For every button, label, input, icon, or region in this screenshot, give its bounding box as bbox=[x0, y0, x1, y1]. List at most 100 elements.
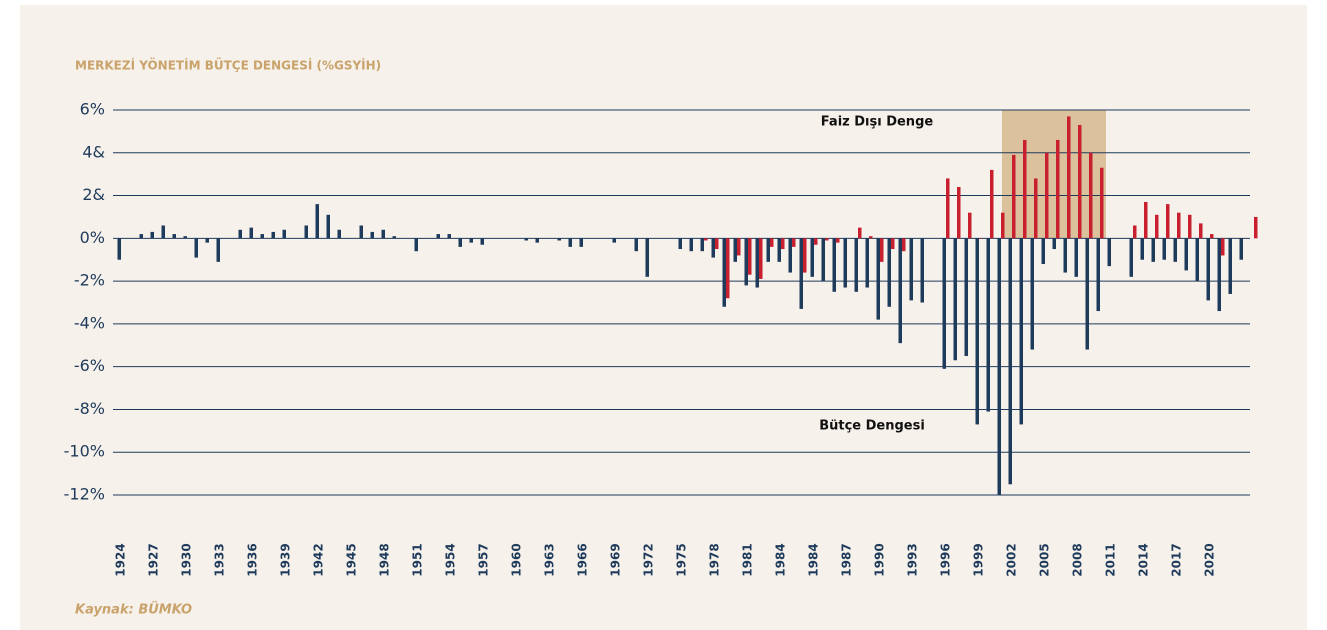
bar bbox=[1089, 152, 1093, 239]
bar bbox=[843, 238, 847, 288]
bar bbox=[1188, 214, 1192, 239]
x-tick-label: 1945 bbox=[345, 543, 359, 576]
bar bbox=[869, 236, 873, 239]
x-tick-label: 1948 bbox=[378, 543, 392, 576]
bar bbox=[1041, 238, 1045, 264]
bar bbox=[887, 238, 891, 307]
bar bbox=[722, 238, 726, 307]
bar bbox=[1001, 212, 1005, 239]
bar bbox=[282, 229, 286, 239]
x-tick-label: 2017 bbox=[1170, 543, 1184, 576]
bar bbox=[194, 238, 198, 258]
bar bbox=[1210, 234, 1214, 239]
bar bbox=[414, 238, 418, 252]
bar bbox=[799, 238, 803, 309]
bar bbox=[858, 227, 862, 239]
bar bbox=[535, 238, 539, 243]
bar bbox=[744, 238, 748, 286]
x-tick-label: 1960 bbox=[510, 543, 524, 576]
bar bbox=[726, 238, 730, 299]
bar bbox=[755, 238, 759, 288]
bar bbox=[957, 187, 961, 239]
bar bbox=[1184, 238, 1188, 271]
bar bbox=[920, 238, 924, 303]
bar bbox=[737, 238, 741, 256]
bar bbox=[711, 238, 715, 258]
bar bbox=[260, 234, 264, 239]
bar bbox=[216, 238, 220, 262]
chart-title: MERKEZİ YÖNETİM BÜTÇE DENGESİ (%GSYİH) bbox=[75, 58, 381, 73]
x-tick-label: 1936 bbox=[246, 543, 260, 576]
bar bbox=[1173, 238, 1177, 262]
bar bbox=[1155, 214, 1159, 239]
bar bbox=[1151, 238, 1155, 262]
bar bbox=[975, 238, 979, 425]
bar bbox=[1133, 225, 1137, 239]
x-tick-label: 1972 bbox=[642, 543, 656, 576]
bar bbox=[183, 236, 187, 239]
bar bbox=[1228, 238, 1232, 294]
bar bbox=[634, 238, 638, 252]
bar bbox=[770, 238, 774, 247]
bar bbox=[986, 238, 990, 412]
bar bbox=[1052, 238, 1056, 250]
bar bbox=[1096, 238, 1100, 312]
bar bbox=[704, 238, 708, 241]
x-tick-label: 1966 bbox=[576, 543, 590, 576]
bar bbox=[1074, 238, 1078, 277]
y-tick-label: -10% bbox=[64, 442, 105, 461]
bar bbox=[814, 238, 818, 245]
bar bbox=[447, 234, 451, 239]
x-tick-label: 1987 bbox=[840, 543, 854, 576]
bar bbox=[172, 234, 176, 239]
bar bbox=[1012, 154, 1016, 239]
bar bbox=[832, 238, 836, 292]
bar bbox=[326, 214, 330, 239]
y-tick-label: 0% bbox=[80, 228, 105, 247]
x-tick-label: 1984 bbox=[807, 543, 821, 576]
bar bbox=[315, 204, 319, 239]
x-tick-label: 2002 bbox=[1005, 543, 1019, 576]
bar bbox=[766, 238, 770, 262]
bar bbox=[1008, 238, 1012, 485]
bar bbox=[249, 227, 253, 239]
x-tick-label: 1933 bbox=[213, 543, 227, 576]
x-tick-label: 1951 bbox=[411, 543, 425, 576]
bar bbox=[880, 238, 884, 262]
bar bbox=[865, 238, 869, 288]
bar bbox=[139, 234, 143, 239]
bar bbox=[1206, 238, 1210, 301]
x-tick-label: 2005 bbox=[1038, 543, 1052, 576]
bar bbox=[1254, 216, 1258, 239]
bar bbox=[1199, 223, 1203, 239]
bar bbox=[1195, 238, 1199, 282]
bar bbox=[238, 229, 242, 239]
x-tick-label: 2014 bbox=[1137, 543, 1151, 576]
y-tick-label: -2% bbox=[74, 271, 105, 290]
bar bbox=[898, 238, 902, 344]
bar bbox=[902, 238, 906, 252]
bar bbox=[1063, 238, 1067, 273]
bar bbox=[942, 238, 946, 369]
bar bbox=[568, 238, 572, 247]
bar bbox=[1217, 238, 1221, 312]
bar bbox=[825, 238, 829, 241]
bar bbox=[781, 238, 785, 250]
background bbox=[20, 5, 1307, 630]
bar bbox=[1067, 116, 1071, 239]
series-annotation: Bütçe Dengesi bbox=[819, 419, 925, 434]
bar bbox=[1056, 139, 1060, 239]
x-tick-label: 1984 bbox=[774, 543, 788, 576]
y-tick-label: -6% bbox=[74, 356, 105, 375]
bar bbox=[821, 238, 825, 282]
bar bbox=[810, 238, 814, 277]
x-tick-label: 2008 bbox=[1071, 543, 1085, 576]
bar bbox=[1162, 238, 1166, 260]
x-tick-label: 1975 bbox=[675, 543, 689, 576]
x-tick-label: 1924 bbox=[114, 543, 128, 576]
y-tick-label: -8% bbox=[74, 399, 105, 418]
bar bbox=[964, 238, 968, 356]
x-tick-label: 1969 bbox=[609, 543, 623, 576]
